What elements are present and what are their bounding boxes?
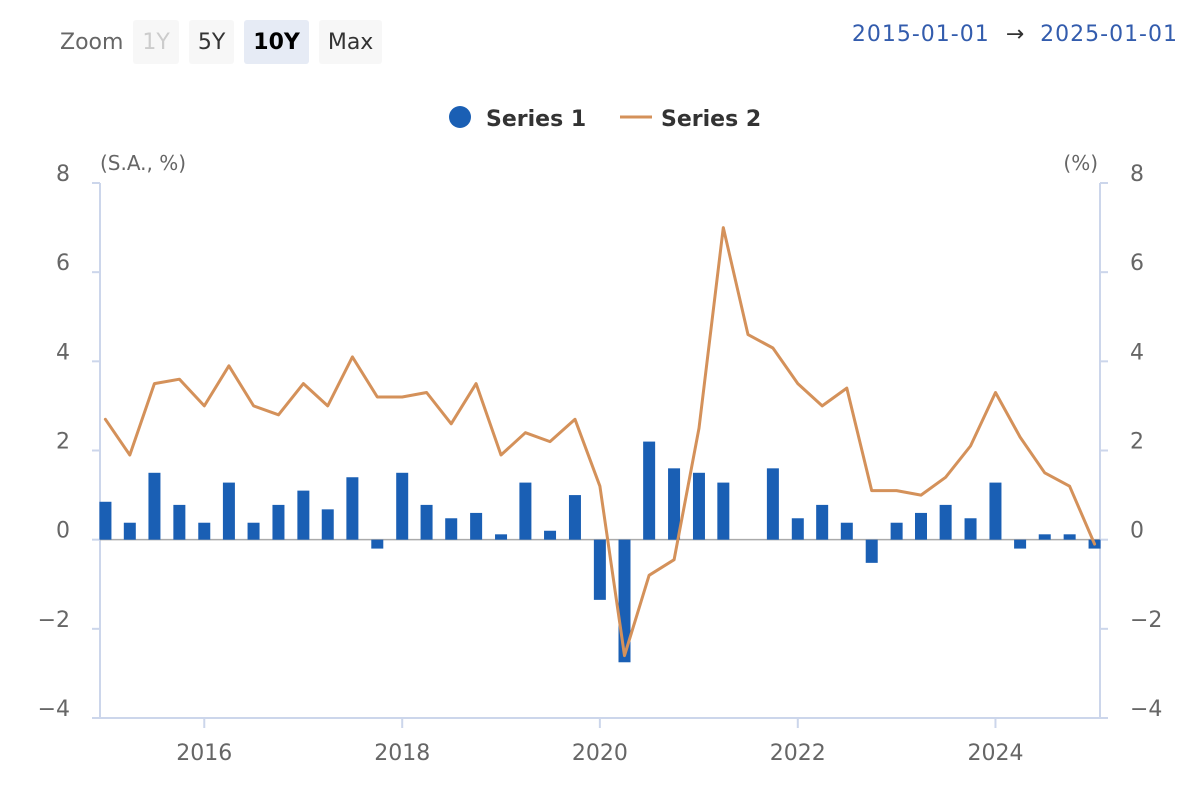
left-axis-title: (S.A., %) bbox=[100, 151, 186, 175]
series-1-bar[interactable] bbox=[321, 509, 334, 540]
zoom-10y-button[interactable]: 10Y bbox=[244, 20, 309, 64]
left-tick-label: 8 bbox=[56, 162, 70, 187]
series-1-bar[interactable] bbox=[371, 539, 384, 549]
series-1-bar[interactable] bbox=[272, 504, 285, 540]
right-tick-label: −2 bbox=[1130, 608, 1162, 633]
series-2-line[interactable] bbox=[103, 226, 1097, 658]
series-1-bar[interactable] bbox=[470, 512, 483, 540]
zoom-label: Zoom bbox=[60, 29, 124, 55]
x-tick-label: 2018 bbox=[374, 741, 430, 766]
x-tick-label: 2024 bbox=[967, 741, 1023, 766]
left-tick-label: 0 bbox=[56, 519, 70, 544]
left-tick-label: −4 bbox=[38, 697, 70, 722]
legend: Series 1 Series 2 bbox=[449, 106, 761, 132]
series-1-bar[interactable] bbox=[1014, 539, 1027, 549]
series-1-bar[interactable] bbox=[198, 522, 211, 540]
series-1-bar[interactable] bbox=[445, 518, 458, 540]
right-tick-label: 4 bbox=[1130, 340, 1144, 365]
zoom-bar: Zoom 1Y 5Y 10Y Max bbox=[60, 20, 392, 64]
range-to-date[interactable]: 2025-01-01 bbox=[1040, 22, 1178, 47]
series-1-bar[interactable] bbox=[766, 468, 779, 540]
left-tick-label: −2 bbox=[38, 608, 70, 633]
right-tick-label: 2 bbox=[1130, 430, 1144, 455]
zoom-1y-button[interactable]: 1Y bbox=[133, 20, 179, 64]
right-tick-label: 8 bbox=[1130, 162, 1144, 187]
series-1-bar[interactable] bbox=[964, 518, 977, 540]
right-tick-label: 6 bbox=[1130, 251, 1144, 276]
legend-item-series-1[interactable]: Series 1 bbox=[449, 106, 586, 132]
zoom-5y-button[interactable]: 5Y bbox=[188, 20, 235, 64]
left-tick-label: 2 bbox=[56, 430, 70, 455]
series-1-bar[interactable] bbox=[717, 482, 730, 540]
series-1-bar[interactable] bbox=[519, 482, 532, 540]
series-1-bar[interactable] bbox=[692, 472, 705, 540]
right-tick-label: −4 bbox=[1130, 697, 1162, 722]
series-1-bar[interactable] bbox=[247, 522, 260, 540]
series-1-bar[interactable] bbox=[593, 539, 606, 600]
series-1-bar[interactable] bbox=[173, 504, 186, 540]
right-axis-title: (%) bbox=[1063, 151, 1098, 175]
legend-item-series-2[interactable]: Series 2 bbox=[620, 107, 761, 132]
series-1-bar[interactable] bbox=[346, 477, 359, 540]
series-1-bar[interactable] bbox=[420, 504, 433, 540]
range-from-date[interactable]: 2015-01-01 bbox=[851, 22, 990, 47]
axes bbox=[99, 183, 1101, 719]
series-1-bar[interactable] bbox=[840, 522, 853, 540]
zoom-max-button[interactable]: Max bbox=[318, 20, 383, 64]
series-1-bar[interactable] bbox=[222, 482, 235, 540]
left-axis-ticks: −4 −2 0 2 4 6 8 bbox=[38, 162, 100, 722]
x-tick-label: 2022 bbox=[770, 741, 826, 766]
series-1-bar[interactable] bbox=[865, 539, 878, 563]
series-1-bar[interactable] bbox=[1038, 534, 1051, 540]
series-1-bar[interactable] bbox=[643, 441, 656, 540]
series-1-bar[interactable] bbox=[1063, 534, 1076, 540]
series-1-bars bbox=[99, 441, 1101, 663]
left-tick-label: 4 bbox=[56, 340, 70, 365]
series-1-bar[interactable] bbox=[816, 504, 829, 540]
legend-series-1-symbol bbox=[449, 106, 471, 128]
series-1-bar[interactable] bbox=[668, 468, 681, 540]
series-1-bar[interactable] bbox=[890, 522, 903, 540]
legend-series-1-label: Series 1 bbox=[486, 107, 586, 132]
series-1-bar[interactable] bbox=[297, 490, 310, 540]
x-tick-label: 2016 bbox=[176, 741, 232, 766]
series-1-bar[interactable] bbox=[148, 472, 161, 540]
legend-series-2-label: Series 2 bbox=[661, 107, 761, 132]
series-1-bar[interactable] bbox=[791, 518, 804, 540]
series-1-bar[interactable] bbox=[495, 534, 508, 540]
right-tick-label: 0 bbox=[1130, 519, 1144, 544]
range-arrow: → bbox=[1005, 22, 1025, 47]
series-1-bar[interactable] bbox=[396, 472, 409, 540]
x-axis-ticks: 2016 2018 2020 2022 2024 bbox=[176, 718, 1023, 766]
series-1-bar[interactable] bbox=[989, 482, 1002, 540]
series-1-bar[interactable] bbox=[939, 504, 952, 540]
series-2-line-group bbox=[103, 226, 1097, 658]
right-axis-ticks: −4 −2 0 2 4 6 8 bbox=[1100, 162, 1162, 722]
series-1-bar[interactable] bbox=[544, 530, 557, 540]
series-1-bar[interactable] bbox=[99, 501, 112, 540]
series-1-bar[interactable] bbox=[914, 512, 927, 540]
series-1-bar[interactable] bbox=[568, 495, 581, 540]
x-tick-label: 2020 bbox=[572, 741, 628, 766]
left-tick-label: 6 bbox=[56, 251, 70, 276]
date-range: 2015-01-01 → 2025-01-01 bbox=[852, 22, 1178, 47]
series-1-bar[interactable] bbox=[123, 522, 136, 540]
